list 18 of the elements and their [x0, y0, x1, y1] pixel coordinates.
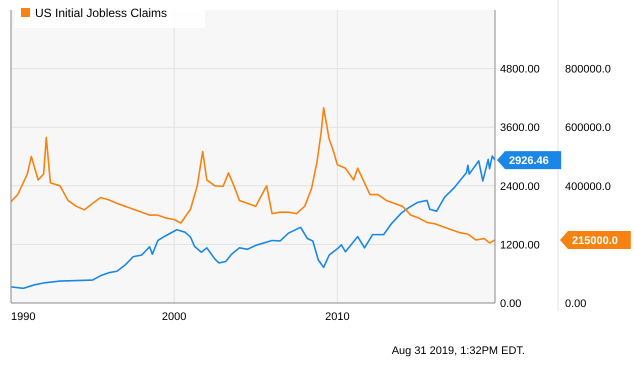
y2-tick-label: 600000.0 — [565, 122, 611, 134]
y-tick-label: 2400.00 — [500, 180, 540, 193]
text: 2926.46 — [509, 155, 549, 168]
y2-tick-label: 800000.0 — [565, 64, 611, 76]
text: Aug 31 2019, 1:32PM EDT. — [392, 345, 525, 357]
y-tick-label: 4800.00 — [500, 64, 540, 76]
y-tick-label: 1200.00 — [500, 239, 540, 252]
y2-tick-label: 400000.0 — [565, 180, 611, 193]
y2-tick-label: 0.00 — [565, 298, 586, 310]
line-series — [10, 155, 496, 290]
y-tick-label: 0.00 — [500, 298, 522, 310]
text: 215000.0 — [572, 235, 618, 248]
line-series — [10, 107, 496, 244]
legend-label: US Initial Jobless Claims — [35, 6, 168, 20]
y-tick-label: 3600.00 — [500, 122, 540, 134]
x-tick-label: 1990 — [11, 311, 36, 323]
x-tick-label: 2010 — [325, 311, 350, 323]
x-tick-label: 2000 — [162, 311, 186, 323]
